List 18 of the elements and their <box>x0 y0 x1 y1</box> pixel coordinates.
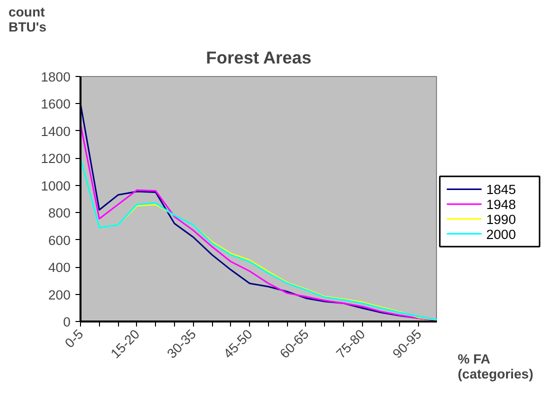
legend-label: 2000 <box>486 226 516 242</box>
y-axis-title: count BTU's <box>8 4 46 34</box>
y-tick-label: 600 <box>48 232 71 248</box>
y-tick-label: 1800 <box>40 70 71 84</box>
y-tick-label: 200 <box>48 287 71 302</box>
x-tick-label: 0-5 <box>62 326 86 351</box>
y-tick-label: 1600 <box>40 96 71 112</box>
y-tick-label: 0 <box>63 314 71 330</box>
chart-title: Forest Areas <box>206 48 312 68</box>
y-tick-label: 1000 <box>40 178 71 194</box>
legend-label: 1845 <box>486 182 516 198</box>
legend-label: 1948 <box>486 197 516 212</box>
legend-label: 1990 <box>486 212 516 227</box>
y-tick-label: 1400 <box>40 124 71 139</box>
y-tick-label: 800 <box>48 206 71 221</box>
y-tick-label: 400 <box>48 260 71 276</box>
y-tick-label: 1200 <box>40 151 71 166</box>
x-axis-title: % FA (categories) <box>458 352 534 382</box>
